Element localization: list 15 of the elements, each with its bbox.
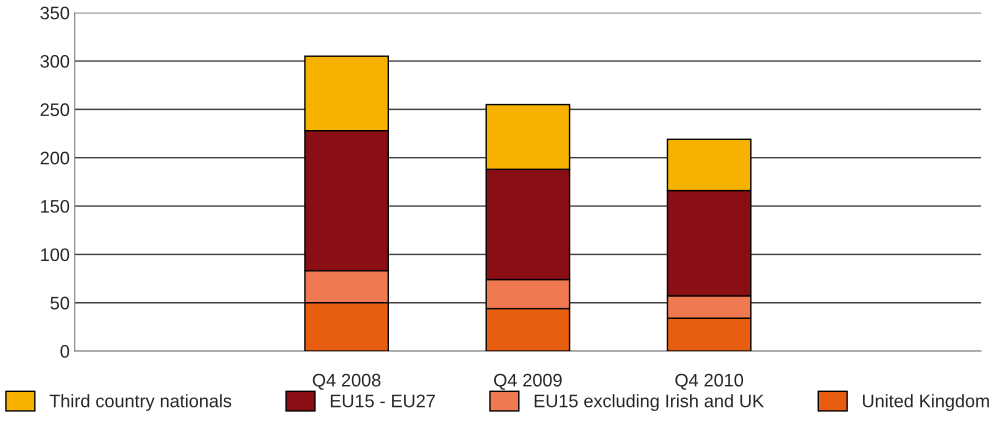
x-tick-label: Q4 2010 — [675, 374, 744, 390]
y-tick-label: 250 — [40, 103, 70, 116]
y-tick-label: 300 — [40, 54, 70, 68]
y-tick-label: 350 — [40, 6, 70, 20]
y-tick-label: 100 — [41, 248, 70, 262]
y-tick-label: 0 — [60, 345, 70, 358]
legend-label: EU15 - EU27 — [330, 394, 435, 408]
legend-label: Third country nationals — [50, 394, 232, 411]
y-tick-label: 150 — [41, 200, 70, 213]
y-tick-label: 200 — [40, 152, 70, 164]
legend-label: United Kingdom — [862, 394, 989, 411]
x-tick-label: Q4 2008 — [312, 374, 380, 390]
y-tick-label: 50 — [50, 296, 70, 310]
x-tick-label: Q4 2009 — [494, 374, 562, 390]
legend-label: EU15 excluding Irish and UK — [534, 394, 764, 411]
